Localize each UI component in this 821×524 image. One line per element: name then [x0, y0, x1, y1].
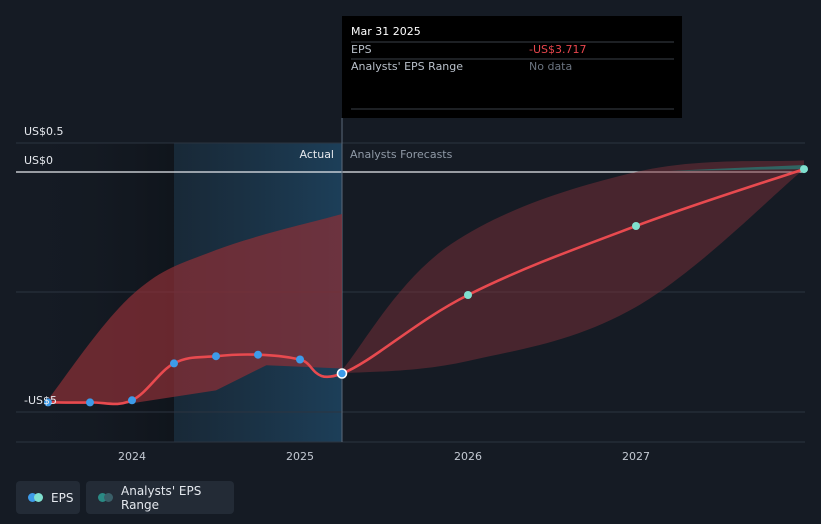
eps-range-forecast-tail — [669, 165, 804, 171]
x-tick-label: 2026 — [454, 450, 482, 463]
legend-eps-button[interactable]: EPS — [16, 481, 80, 514]
eps-legend-dot-actual — [28, 493, 37, 502]
y-tick-label: US$0 — [24, 154, 53, 167]
eps-legend-dot-forecast — [34, 493, 43, 502]
x-tick-label: 2024 — [118, 450, 146, 463]
tooltip-eps-label: EPS — [351, 43, 372, 56]
actual-label: Actual — [300, 148, 334, 161]
range-legend-dot-2 — [104, 493, 113, 502]
eps-legend-icon — [28, 493, 43, 502]
range-legend-icon — [98, 493, 113, 502]
y-tick-label: -US$5 — [24, 394, 57, 407]
tooltip-eps-value: -US$3.717 — [529, 43, 587, 56]
x-tick-label: 2025 — [286, 450, 314, 463]
tooltip-range-value: No data — [529, 60, 572, 73]
eps-forecast-point[interactable] — [632, 222, 640, 230]
eps-range-band-forecast — [342, 160, 804, 374]
eps-actual-point[interactable] — [254, 350, 262, 359]
eps-point-hovered[interactable] — [336, 368, 348, 379]
eps-actual-point[interactable] — [212, 352, 220, 361]
tooltip-date: Mar 31 2025 — [351, 25, 421, 38]
eps-forecast-point[interactable] — [464, 291, 472, 299]
eps-actual-point[interactable] — [86, 398, 94, 407]
range-legend-dot-1 — [98, 493, 107, 502]
forecast-label: Analysts Forecasts — [350, 148, 453, 161]
legend-range-label: Analysts' EPS Range — [121, 483, 202, 512]
legend-range-button[interactable]: Analysts' EPS Range — [86, 481, 234, 514]
x-tick-label: 2027 — [622, 450, 650, 463]
tooltip-range-label: Analysts' EPS Range — [351, 60, 463, 73]
eps-actual-point[interactable] — [170, 359, 178, 368]
legend-eps-label: EPS — [51, 490, 74, 505]
tooltip-box — [342, 16, 682, 118]
y-tick-label: US$0.5 — [24, 125, 64, 138]
eps-forecast-point[interactable] — [800, 165, 808, 174]
eps-actual-point[interactable] — [128, 396, 136, 405]
eps-actual-point[interactable] — [296, 355, 304, 364]
eps-actual-point[interactable] — [44, 398, 52, 407]
